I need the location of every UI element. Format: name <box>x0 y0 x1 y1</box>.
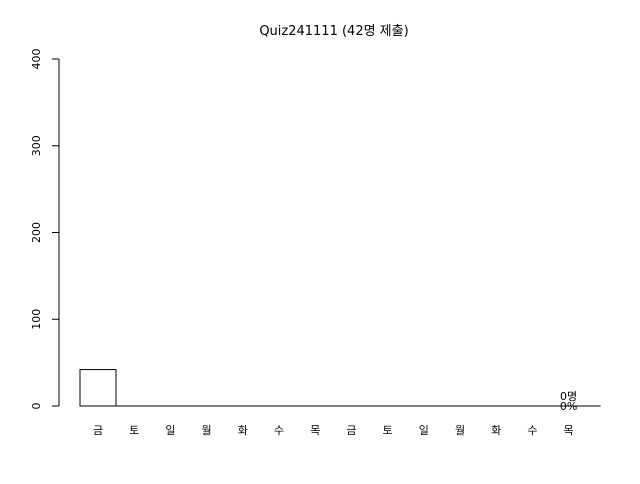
x-tick-label: 화 <box>238 424 248 437</box>
x-tick-label: 목 <box>564 424 574 437</box>
bar-annotations: 0% 0명 <box>560 390 577 413</box>
x-tick-label: 토 <box>383 424 393 437</box>
x-tick-label: 금 <box>346 424 356 437</box>
x-tick-label: 일 <box>419 423 429 437</box>
annotation-count: 0명 <box>560 390 577 403</box>
bars <box>79 369 601 407</box>
x-tick-label: 수 <box>527 424 537 437</box>
x-tick-label: 목 <box>310 424 320 437</box>
bar <box>79 369 117 407</box>
x-tick-label: 일 <box>165 423 175 437</box>
chart-title: Quiz241111 (42명 제출) <box>259 24 408 39</box>
x-tick-label: 월 <box>202 424 212 437</box>
x-tick-label: 월 <box>455 424 465 437</box>
annotation-percent: 0% <box>560 400 577 413</box>
y-tick-label: 200 <box>30 222 43 243</box>
y-tick-label: 100 <box>30 309 43 330</box>
x-tick-label: 수 <box>274 424 284 437</box>
y-tick-label: 300 <box>30 135 43 156</box>
y-axis: 0 100 200 300 400 <box>30 49 60 410</box>
y-tick-label: 400 <box>30 49 43 70</box>
x-tick-label: 화 <box>491 424 501 437</box>
x-tick-label: 토 <box>129 424 139 437</box>
x-tick-label: 금 <box>93 424 103 437</box>
y-tick-label: 0 <box>30 403 43 410</box>
